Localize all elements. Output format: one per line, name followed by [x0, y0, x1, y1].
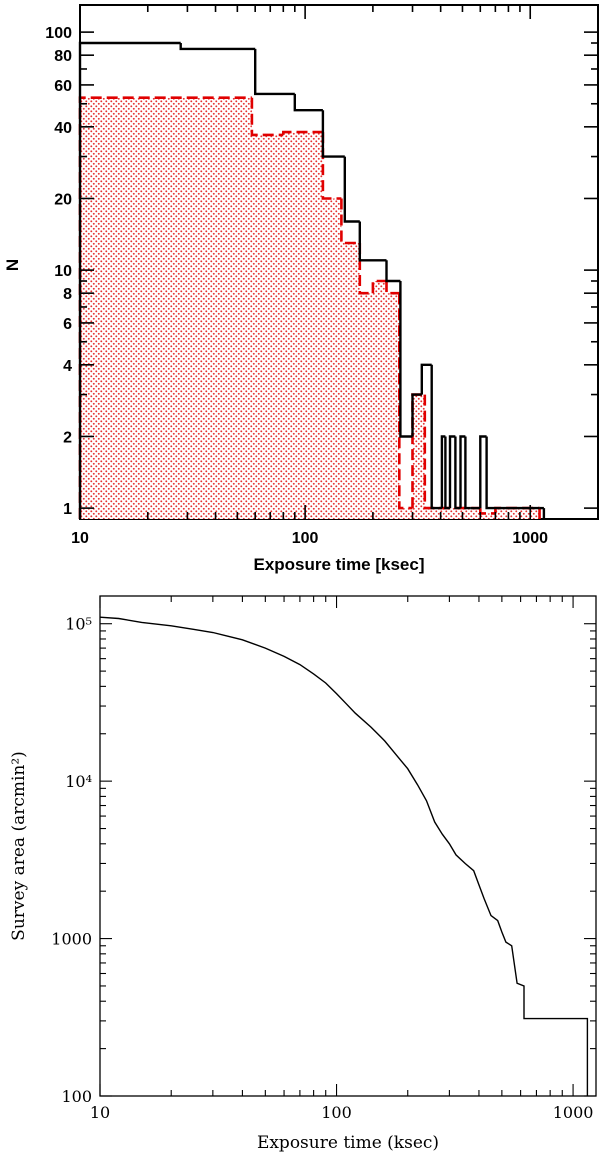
black-histogram-bin [254, 48, 295, 96]
top-axis-ticks: 10 100 1000 1 2 4 6 8 10 20 40 60 80 100 [45, 5, 599, 547]
exposure-histogram: 10 100 1000 1 2 4 6 8 10 20 40 60 80 100 Exposure tim… [3, 4, 599, 574]
bottom-y-tick-label: 100 [61, 1087, 92, 1106]
bottom-y-tick-label: 10⁴ [65, 772, 92, 791]
top-y-tick-label: 100 [45, 25, 72, 42]
black-histogram-bin [293, 93, 323, 112]
black-histogram-bin [179, 43, 256, 51]
top-y-tick-label: 40 [54, 120, 72, 137]
top-x-axis-title: Exposure time [ksec] [253, 555, 424, 574]
bottom-plot-frame [99, 595, 597, 1097]
black-histogram-bin [464, 436, 471, 510]
red-histogram-bin [385, 281, 400, 295]
black-histogram-bin [454, 436, 461, 510]
red-histogram-bin [250, 97, 284, 137]
black-histogram-bin [411, 393, 422, 437]
red-histogram-bin [321, 132, 342, 200]
top-y-tick-label: 4 [63, 358, 72, 375]
top-y-axis-title: N [3, 259, 22, 271]
red-histogram-bin [340, 198, 360, 245]
black-histogram-bin [385, 260, 401, 283]
top-y-tick-label: 10 [54, 263, 72, 280]
bottom-x-tick-label: 100 [321, 1103, 352, 1122]
bottom-y-tick-label: 10⁵ [65, 615, 92, 634]
survey-area-line [99, 616, 589, 1096]
top-y-tick-label: 80 [54, 48, 72, 65]
black-histogram-bin [448, 435, 456, 509]
black-histogram-bin [430, 364, 442, 510]
black-solid-histogram-series [78, 41, 546, 519]
top-y-tick-label: 60 [54, 78, 72, 95]
top-y-tick-label: 6 [63, 316, 72, 333]
bottom-y-axis-title: Survey area (arcmin²) [9, 751, 29, 941]
top-y-tick-label: 2 [63, 429, 72, 446]
top-y-tick-label: 20 [54, 191, 72, 208]
bottom-x-axis-title: Exposure time (ksec) [257, 1133, 439, 1153]
top-x-tick-label: 1000 [512, 530, 548, 547]
top-y-tick-label: 1 [63, 501, 72, 518]
black-histogram-bin [343, 156, 360, 223]
black-histogram-bin [420, 363, 432, 395]
black-histogram-bin [485, 436, 540, 510]
red-histogram-bin [371, 279, 387, 294]
bottom-x-tick-label: 10 [90, 1103, 110, 1122]
top-x-tick-label: 100 [292, 530, 319, 547]
survey-area-curve-series [99, 616, 589, 1096]
red-histogram-bin [358, 243, 373, 295]
red-histogram-bin [282, 130, 323, 135]
black-histogram-bin [321, 110, 345, 158]
black-histogram-bin [479, 435, 487, 509]
red-dashed-histogram-series [78, 96, 541, 519]
bottom-y-tick-label: 1000 [51, 930, 92, 949]
bottom-x-tick-label: 1000 [553, 1103, 594, 1122]
black-histogram-bin [459, 435, 466, 509]
black-histogram-bin [444, 436, 450, 510]
red-histogram-fill [80, 97, 540, 519]
top-x-tick-label: 10 [71, 530, 89, 547]
black-histogram-bin [358, 221, 387, 262]
top-y-tick-label: 8 [63, 286, 72, 303]
black-histogram-bin [399, 281, 413, 438]
